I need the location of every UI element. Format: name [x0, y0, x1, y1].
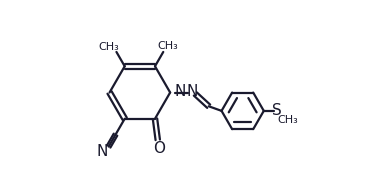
Text: N: N	[174, 84, 186, 99]
Text: CH₃: CH₃	[157, 41, 178, 51]
Text: N: N	[187, 84, 198, 99]
Text: CH₃: CH₃	[278, 115, 299, 125]
Text: O: O	[153, 141, 165, 156]
Text: N: N	[97, 144, 108, 159]
Text: CH₃: CH₃	[99, 42, 119, 52]
Text: S: S	[272, 103, 282, 118]
